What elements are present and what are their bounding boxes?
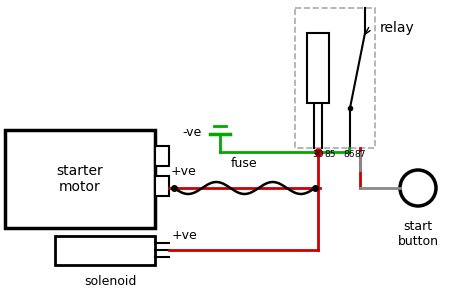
- Text: 85: 85: [324, 150, 335, 159]
- Text: +ve: +ve: [171, 165, 196, 178]
- Bar: [155, 176, 168, 196]
- Text: solenoid: solenoid: [84, 275, 136, 288]
- Bar: [55, 236, 155, 265]
- Text: -ve: -ve: [182, 126, 202, 138]
- Text: start
button: start button: [397, 220, 437, 248]
- Bar: [155, 147, 168, 166]
- Bar: [294, 8, 374, 148]
- Text: fuse: fuse: [231, 157, 257, 170]
- Text: starter
motor: starter motor: [56, 164, 103, 194]
- Text: 87: 87: [353, 150, 365, 159]
- Text: +ve: +ve: [172, 229, 197, 242]
- Bar: [306, 33, 328, 103]
- Text: relay: relay: [379, 21, 414, 35]
- Text: 30: 30: [312, 150, 323, 159]
- Bar: [5, 130, 155, 228]
- Text: 86: 86: [342, 150, 354, 159]
